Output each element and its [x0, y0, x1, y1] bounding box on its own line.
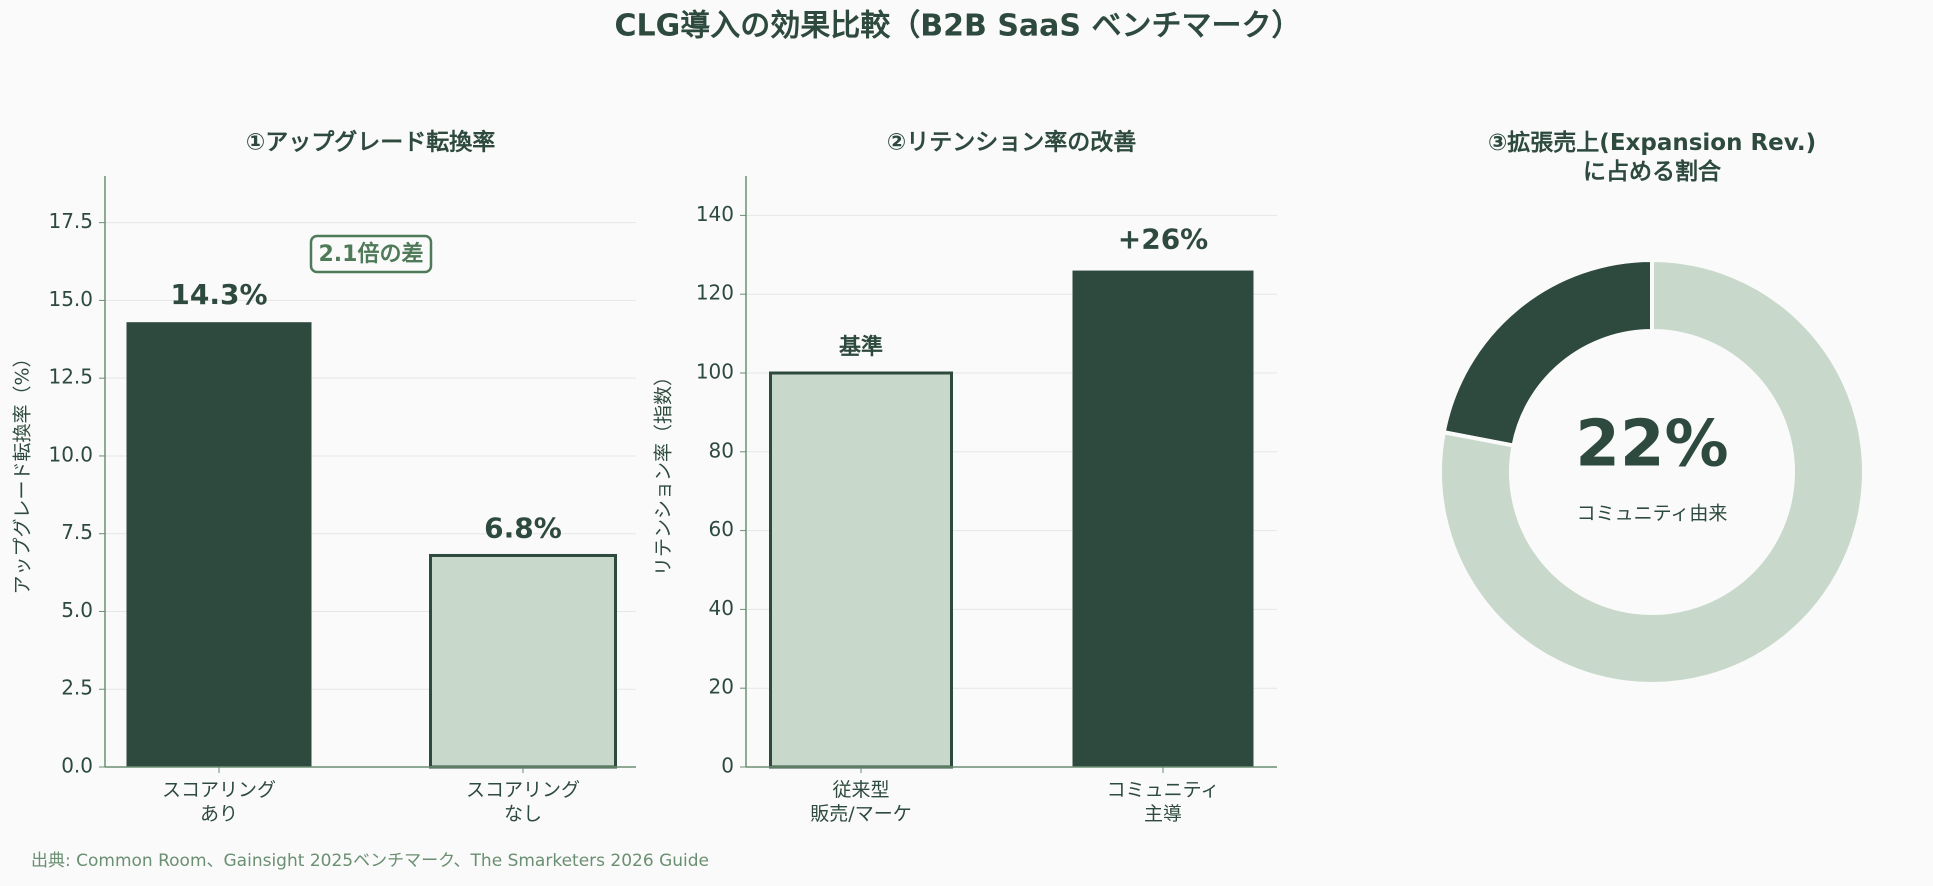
y-axis-label: リテンション率（指数）: [653, 367, 675, 576]
y-tick-label: 140: [696, 202, 734, 226]
x-tick-label: 従来型販売/マーケ: [810, 779, 911, 825]
y-tick-label: 0.0: [61, 754, 93, 778]
bar-annotation: +26%: [1118, 223, 1208, 256]
bar: [126, 322, 312, 767]
x-tick-label: コミュニティ主導: [1107, 779, 1220, 825]
y-tick-label: 10.0: [48, 442, 93, 466]
main-title: CLG導入の効果比較（B2B SaaS ベンチマーク）: [615, 9, 1302, 44]
y-tick-label: 5.0: [61, 598, 93, 622]
y-tick-label: 0: [721, 754, 734, 778]
center-label: 22%: [1575, 408, 1728, 482]
bar: [769, 371, 953, 769]
y-tick-label: 20: [709, 675, 734, 699]
center-text: コミュニティ由来: [1577, 503, 1728, 525]
value-label: 14.3%: [170, 278, 267, 311]
bar: [1072, 270, 1254, 767]
x-tick-label: スコアリングあり: [162, 779, 276, 825]
y-tick-label: 15.0: [48, 287, 93, 311]
y-tick-label: 12.5: [48, 365, 93, 389]
subplot-title: ③拡張売上(Expansion Rev.)に占める割合: [1488, 130, 1816, 185]
donut-slice: [1441, 257, 1654, 448]
y-tick-label: 80: [709, 438, 734, 462]
y-tick-label: 40: [709, 596, 734, 620]
subplot-title: ①アップグレード転換率: [246, 129, 495, 156]
annotation-box: [309, 234, 433, 274]
subplot-title: ②リテンション率の改善: [887, 129, 1136, 156]
bar-annotation: 基準: [839, 334, 883, 360]
y-tick-label: 17.5: [48, 209, 93, 233]
y-tick-label: 7.5: [61, 520, 93, 544]
y-tick-label: 100: [696, 360, 734, 384]
y-tick-label: 2.5: [61, 676, 93, 700]
source: 出典: Common Room、Gainsight 2025ベンチマーク、The…: [31, 851, 709, 871]
bar: [429, 553, 617, 769]
y-tick-label: 60: [709, 517, 734, 541]
x-tick-label: スコアリングなし: [466, 779, 580, 825]
annotation: 2.1倍の差: [319, 241, 424, 267]
y-tick-label: 120: [696, 281, 734, 305]
donut-slice: [1438, 257, 1866, 686]
value-label: 6.8%: [484, 511, 562, 544]
y-axis-label: アップグレード転換率（%）: [12, 348, 34, 594]
